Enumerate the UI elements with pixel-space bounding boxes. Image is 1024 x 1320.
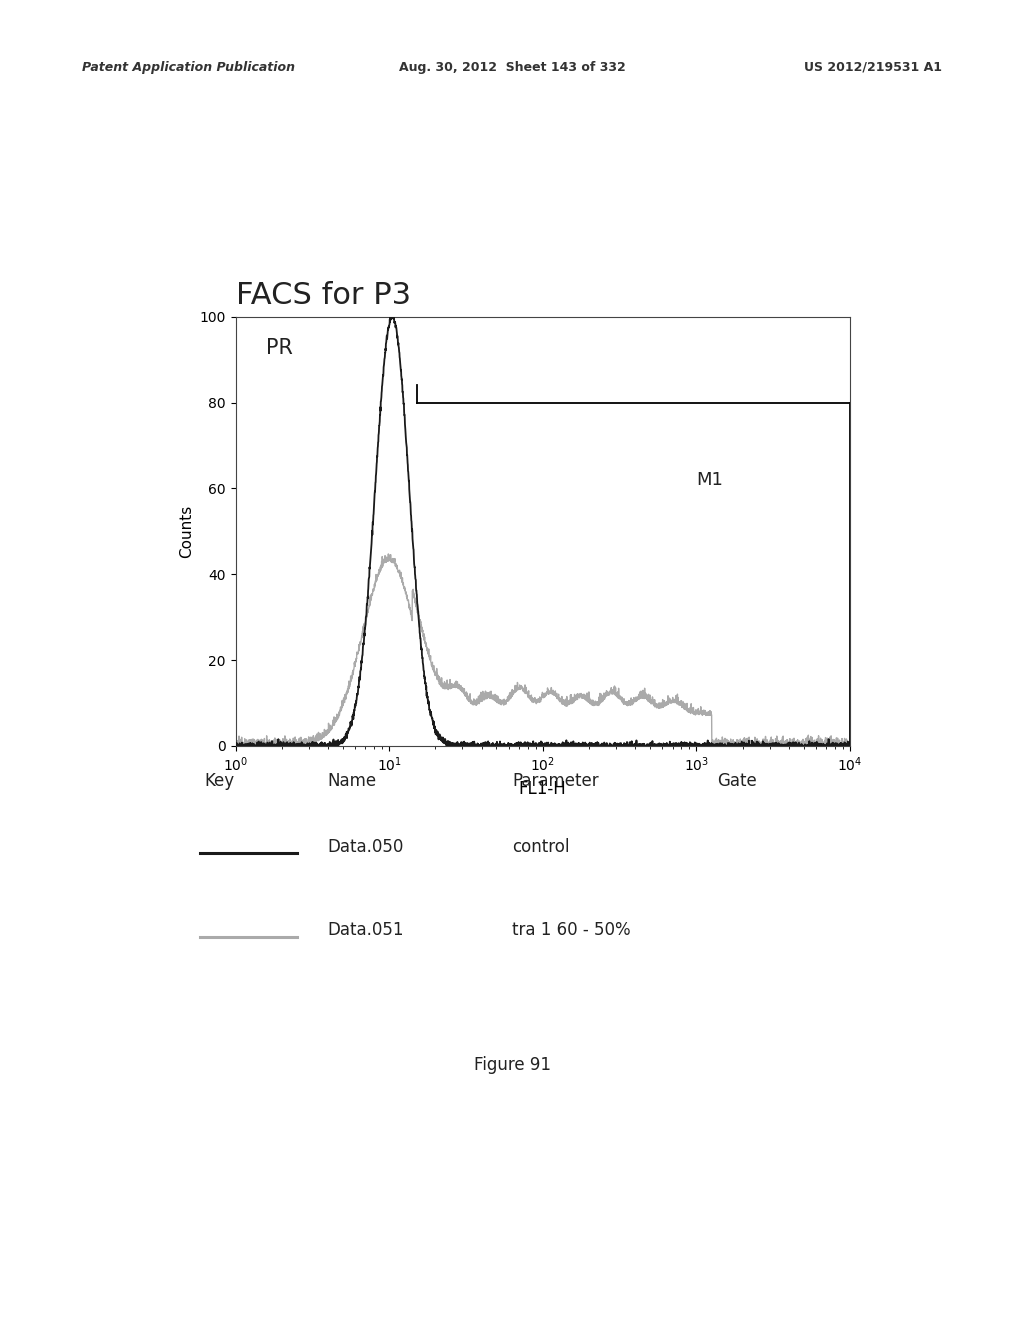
- Text: Key: Key: [205, 772, 234, 791]
- Text: Gate: Gate: [717, 772, 757, 791]
- Text: Name: Name: [328, 772, 377, 791]
- Text: PR: PR: [266, 338, 293, 358]
- Text: control: control: [512, 838, 569, 855]
- Text: Data.050: Data.050: [328, 838, 404, 855]
- Y-axis label: Counts: Counts: [179, 504, 194, 558]
- Text: Parameter: Parameter: [512, 772, 599, 791]
- Text: US 2012/219531 A1: US 2012/219531 A1: [804, 61, 942, 74]
- Text: M1: M1: [696, 471, 724, 488]
- Text: Patent Application Publication: Patent Application Publication: [82, 61, 295, 74]
- X-axis label: FL1-H: FL1-H: [519, 780, 566, 797]
- Text: Aug. 30, 2012  Sheet 143 of 332: Aug. 30, 2012 Sheet 143 of 332: [398, 61, 626, 74]
- Text: Figure 91: Figure 91: [473, 1056, 551, 1074]
- Text: tra 1 60 - 50%: tra 1 60 - 50%: [512, 921, 631, 939]
- Text: Data.051: Data.051: [328, 921, 404, 939]
- Text: FACS for P3: FACS for P3: [236, 281, 411, 310]
